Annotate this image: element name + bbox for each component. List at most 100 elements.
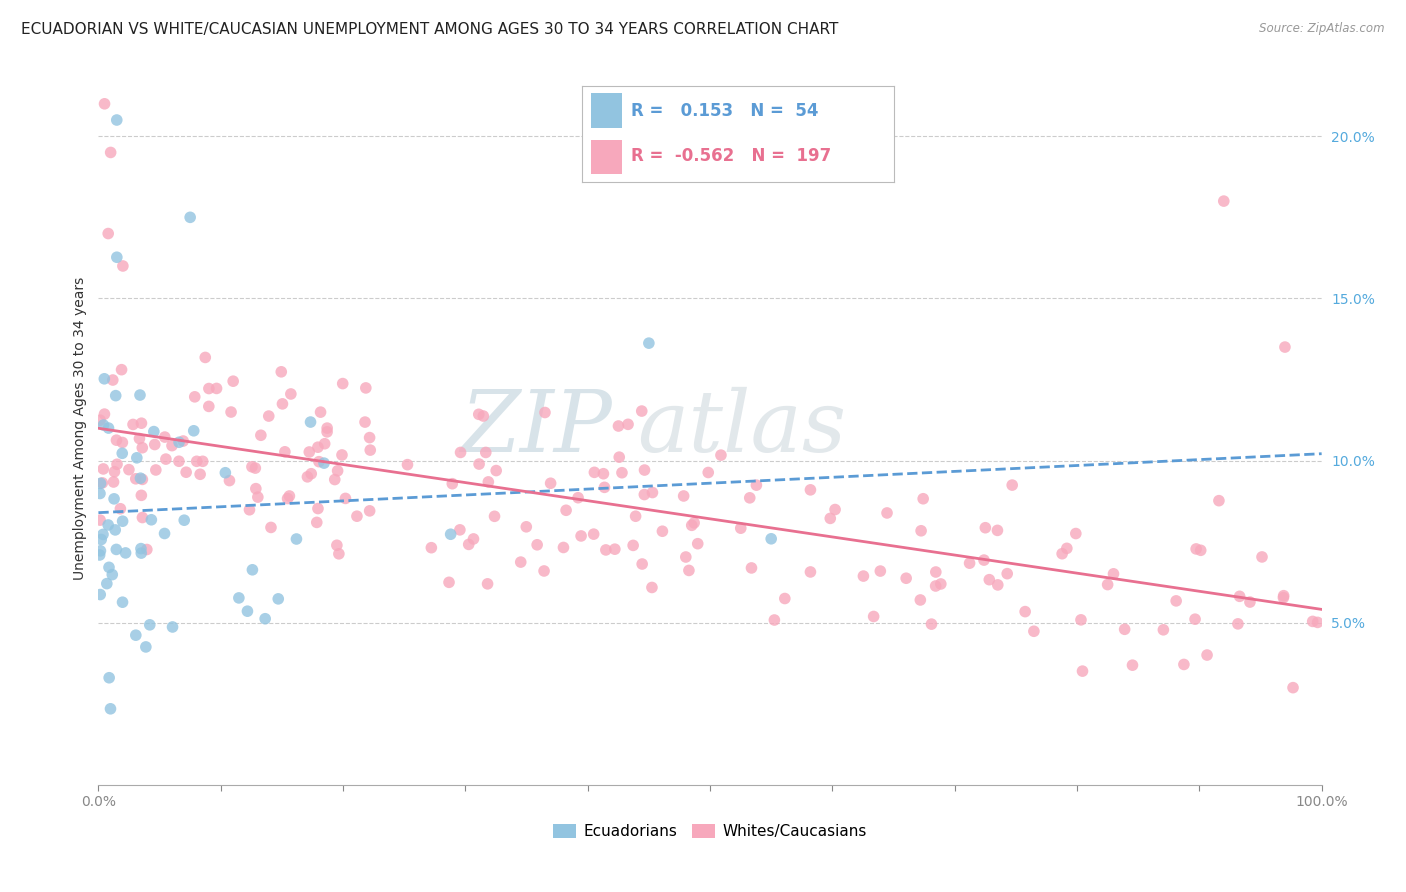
Point	[346, 509, 368, 524]
Point	[91, 475, 114, 490]
Text: Source: ZipAtlas.com: Source: ZipAtlas.com	[1260, 22, 1385, 36]
Point	[354, 415, 377, 429]
Point	[740, 561, 762, 575]
Point	[553, 541, 575, 555]
Point	[125, 628, 148, 642]
Point	[1102, 566, 1125, 581]
Point	[441, 476, 464, 491]
Point	[155, 452, 177, 467]
Point	[228, 591, 250, 605]
Point	[624, 509, 647, 524]
Point	[131, 472, 153, 486]
Text: R =   0.153   N =  54: R = 0.153 N = 54	[631, 102, 820, 120]
Point	[162, 620, 184, 634]
Point	[128, 432, 150, 446]
Point	[515, 520, 537, 534]
Point	[1302, 615, 1324, 629]
Point	[105, 250, 128, 264]
Point	[245, 482, 267, 496]
Point	[675, 549, 697, 564]
Point	[172, 434, 194, 448]
Point	[1197, 648, 1219, 662]
Point	[135, 640, 157, 654]
Point	[1251, 549, 1274, 564]
Point	[198, 400, 221, 414]
Point	[651, 524, 673, 539]
Point	[89, 548, 111, 562]
Point	[214, 466, 236, 480]
Point	[277, 491, 299, 506]
Point	[332, 376, 354, 391]
Point	[218, 474, 240, 488]
Point	[307, 440, 329, 454]
Point	[143, 437, 166, 451]
Point	[1306, 615, 1329, 630]
Point	[1014, 605, 1036, 619]
Point	[101, 373, 124, 387]
Point	[1166, 594, 1188, 608]
Point	[141, 513, 163, 527]
Point	[633, 463, 655, 477]
Point	[1208, 493, 1230, 508]
Point	[959, 556, 981, 570]
Point	[191, 454, 214, 468]
Point	[245, 461, 267, 475]
Point	[472, 409, 495, 423]
Point	[111, 514, 134, 528]
Point	[328, 547, 350, 561]
Point	[610, 466, 633, 480]
Point	[111, 595, 134, 609]
Point	[131, 441, 153, 455]
Point	[710, 448, 733, 462]
Point	[555, 503, 578, 517]
Point	[876, 506, 898, 520]
Point	[91, 462, 114, 476]
Point	[621, 538, 644, 552]
Point	[330, 448, 353, 462]
Point	[1050, 547, 1073, 561]
Point	[592, 467, 614, 481]
Point	[93, 372, 115, 386]
Point	[569, 529, 592, 543]
Point	[89, 588, 111, 602]
Point	[298, 445, 321, 459]
Point	[738, 491, 761, 505]
Point	[912, 491, 935, 506]
Point	[110, 362, 132, 376]
Point	[103, 475, 125, 489]
Point	[468, 407, 491, 421]
Point	[131, 488, 153, 502]
Point	[93, 407, 115, 421]
Point	[174, 465, 197, 479]
Point	[697, 466, 720, 480]
Point	[1184, 612, 1206, 626]
Text: atlas: atlas	[637, 387, 846, 469]
Point	[160, 439, 183, 453]
Point	[173, 513, 195, 527]
Point	[763, 613, 786, 627]
Text: ZIP: ZIP	[460, 387, 612, 469]
Point	[297, 470, 319, 484]
Point	[359, 431, 381, 445]
Point	[131, 510, 153, 524]
Point	[236, 604, 259, 618]
Point	[359, 443, 381, 458]
Point	[129, 388, 152, 402]
Point	[274, 445, 297, 459]
Point	[420, 541, 443, 555]
Point	[437, 575, 460, 590]
Point	[683, 516, 706, 530]
Point	[91, 527, 114, 541]
Point	[90, 533, 112, 547]
Point	[129, 541, 152, 556]
Point	[869, 564, 891, 578]
Point	[1229, 590, 1251, 604]
Point	[1274, 340, 1296, 354]
Point	[305, 516, 328, 530]
Point	[131, 416, 153, 430]
Point	[97, 227, 120, 241]
Point	[104, 523, 127, 537]
Point	[1185, 541, 1208, 556]
Point	[910, 524, 932, 538]
Point	[167, 454, 190, 468]
